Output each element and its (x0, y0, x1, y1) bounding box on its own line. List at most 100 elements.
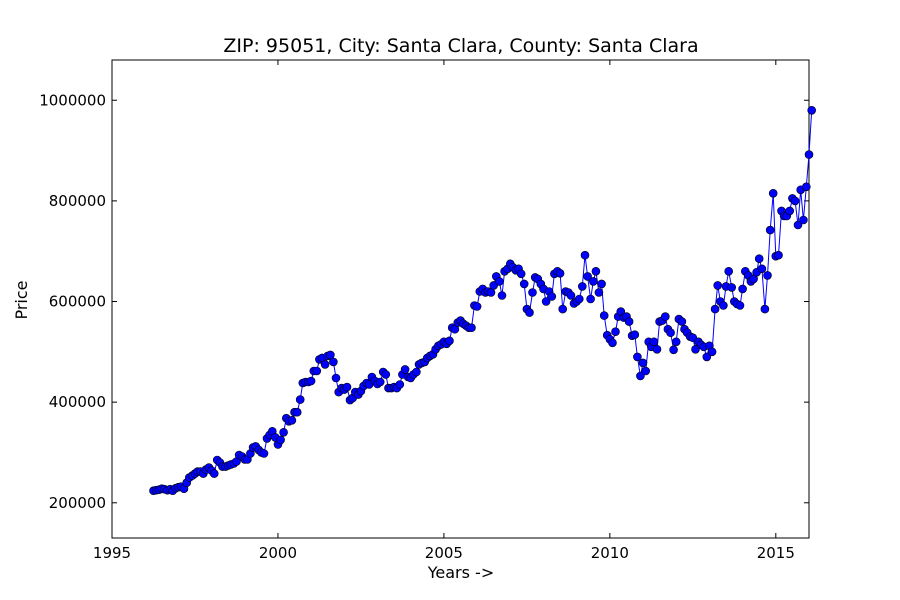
data-point (804, 150, 814, 159)
data-point (599, 311, 609, 320)
data-point (785, 206, 795, 216)
data-point (588, 277, 598, 286)
data-point (400, 365, 410, 374)
data-point (412, 367, 421, 377)
data-point (719, 301, 728, 310)
data-point (486, 288, 496, 297)
data-point (774, 250, 783, 260)
data-point (516, 269, 526, 279)
data-point (566, 291, 576, 300)
data-point (677, 317, 687, 326)
data-point (691, 344, 700, 354)
data-point (807, 106, 817, 115)
y-tick-label: 1000000 (39, 91, 106, 109)
data-point (287, 415, 297, 425)
data-point (624, 317, 634, 326)
data-point (633, 352, 642, 362)
y-axis: 200000 400000 600000 800000 1000000 (39, 91, 809, 512)
plot-frame (111, 59, 810, 539)
data-point (669, 345, 678, 355)
data-point (597, 279, 606, 289)
y-axis-label: Price (12, 280, 31, 319)
data-point (638, 358, 648, 368)
data-point (754, 254, 764, 264)
data-point (636, 371, 645, 381)
data-point (583, 272, 592, 281)
y-tick-label: 400000 (49, 393, 106, 411)
x-tick-label: 2010 (591, 544, 629, 562)
data-point (707, 347, 717, 357)
data-point (790, 196, 800, 206)
data-point (724, 266, 734, 276)
data-point (641, 366, 651, 376)
data-point (760, 304, 770, 314)
chart-title: ZIP: 95051, City: Santa Clara, County: S… (223, 35, 698, 57)
data-point (799, 215, 808, 225)
data-point (666, 328, 675, 338)
data-point (547, 292, 557, 301)
y-tick-label: 800000 (49, 192, 106, 210)
data-point (735, 301, 745, 310)
data-point (608, 338, 617, 348)
data-point (395, 380, 405, 389)
data-point (702, 352, 712, 362)
data-point (494, 277, 504, 286)
data-point (801, 182, 811, 192)
data-point (259, 449, 269, 458)
data-point (727, 283, 737, 292)
data-point (276, 435, 285, 445)
data-point (292, 407, 302, 417)
data-point (342, 382, 352, 392)
data-point (580, 250, 590, 260)
data-point (467, 323, 476, 333)
data-point (528, 288, 537, 297)
data-point (611, 327, 620, 337)
y-tick-label: 200000 (49, 494, 106, 512)
data-point (497, 291, 507, 300)
data-point (630, 330, 640, 340)
data-point (574, 294, 584, 304)
data-point (768, 189, 778, 198)
data-point (445, 336, 454, 346)
data-point (765, 225, 775, 235)
data-point (279, 427, 288, 437)
data-point (649, 337, 659, 347)
x-tick-label: 2015 (757, 544, 795, 562)
x-tick-label: 1995 (93, 544, 131, 562)
data-point (312, 366, 322, 376)
data-point (295, 395, 305, 404)
data-point (594, 288, 604, 297)
data-point (306, 376, 316, 386)
plot-area (149, 106, 817, 496)
data-point (375, 377, 385, 387)
data-point (209, 469, 219, 478)
data-point (660, 312, 670, 321)
data-point (472, 302, 482, 311)
data-point (713, 281, 723, 290)
data-point (591, 266, 601, 276)
data-point (558, 304, 568, 314)
series-line (153, 110, 813, 492)
data-point (763, 271, 772, 280)
data-point (320, 360, 330, 369)
data-point (671, 337, 681, 347)
data-point (541, 297, 551, 306)
data-point (577, 282, 587, 291)
data-point (519, 279, 529, 289)
data-point (757, 264, 767, 274)
data-point (652, 344, 662, 354)
data-point (329, 357, 338, 367)
data-point (793, 220, 803, 230)
data-point (381, 370, 391, 379)
y-tick-label: 600000 (49, 293, 106, 311)
x-tick-label: 2005 (425, 544, 463, 562)
x-tick-label: 2000 (259, 544, 297, 562)
data-point (331, 373, 341, 383)
x-axis-label: Years -> (427, 563, 494, 582)
data-point (710, 304, 720, 314)
data-point (525, 308, 534, 317)
data-point (555, 268, 565, 278)
x-axis: 1995 2000 2005 2010 2015 (93, 60, 795, 562)
data-point (738, 284, 747, 294)
